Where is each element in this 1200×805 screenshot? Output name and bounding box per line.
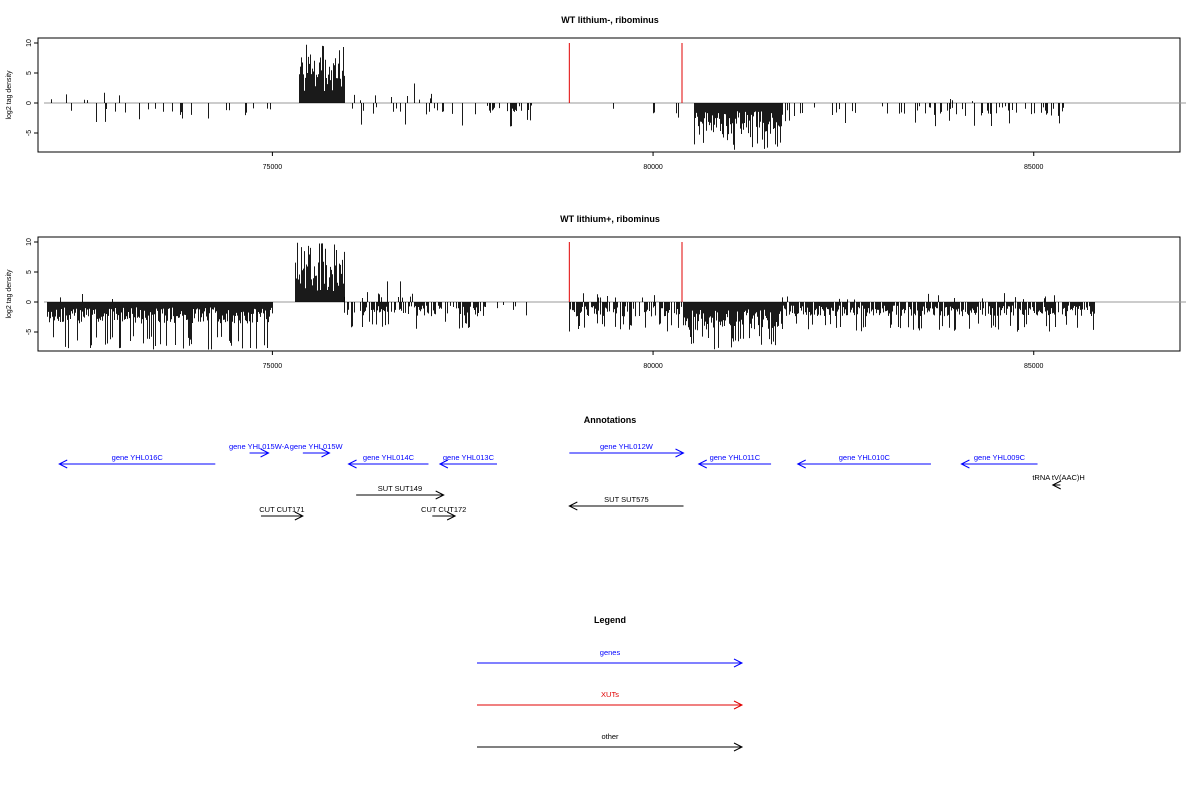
annotation-label: gene YHL010C (839, 453, 891, 462)
annotation-label: SUT SUT149 (378, 484, 422, 493)
legend-label: XUTs (601, 690, 619, 699)
panel-2-title: WT lithium+, ribominus (560, 214, 660, 224)
annotation-label: SUT SUT575 (604, 495, 648, 504)
y-tick-label: -5 (26, 329, 33, 335)
track-panel-2: WT lithium+, ribominus 10 5 0 -5 75000 80000 8… (6, 214, 1186, 370)
annotation-arrow (356, 490, 445, 500)
x-tick-label: 80000 (643, 363, 663, 370)
panel-2-ylabel: log2 tag density (6, 269, 13, 319)
x-tick-label: 80000 (643, 164, 663, 171)
y-tick-label: 0 (26, 101, 33, 105)
annotation-label: gene YHL016C (112, 453, 164, 462)
annotation-arrow (438, 459, 497, 469)
panel-2-axes: 10 5 0 -5 75000 80000 85000 (26, 238, 1044, 370)
annotation-arrow (960, 459, 1038, 469)
panel-1-frame (37, 37, 1181, 153)
annotations-title: Annotations (584, 415, 637, 425)
x-tick-label: 75000 (263, 363, 283, 370)
annotation-label: gene YHL011C (710, 453, 761, 462)
legend-label: genes (600, 648, 621, 657)
annotation-label: CUT CUT172 (421, 505, 466, 514)
annotation-arrows: gene YHL016C gene YHL015W-A gene YHL015W ge… (58, 442, 1085, 521)
legend-arrow (477, 700, 744, 710)
legend-title: Legend (594, 615, 626, 625)
annotation-arrow (249, 448, 270, 458)
annotation-label: gene YHL012W (600, 442, 654, 451)
annotation-arrow (58, 459, 216, 469)
panel-1-ylabel: log2 tag density (6, 70, 13, 120)
legend-label: other (601, 732, 619, 741)
annotation-arrow (569, 448, 685, 458)
y-tick-label: 5 (26, 270, 33, 274)
x-tick-label: 85000 (1024, 164, 1044, 171)
annotation-arrow (260, 511, 304, 521)
y-tick-label: -5 (26, 130, 33, 136)
y-tick-label: 0 (26, 300, 33, 304)
legend-arrow (477, 742, 744, 752)
panel-2-frame (37, 236, 1181, 352)
track-panel-1: WT lithium-, ribominus 10 5 0 -5 75000 80000 8… (6, 15, 1186, 171)
annotation-arrow (302, 448, 331, 458)
annotation-arrow (568, 501, 684, 511)
legend-items: genes XUTs other (477, 648, 744, 752)
x-tick-label: 75000 (263, 164, 283, 171)
annotation-label: gene YHL015W (290, 442, 344, 451)
y-tick-label: 5 (26, 71, 33, 75)
annotation-arrow (697, 459, 772, 469)
panel-1-title: WT lithium-, ribominus (561, 15, 659, 25)
annotation-label: tRNA tV(AAC)H (1032, 473, 1085, 482)
annotation-arrow (347, 459, 429, 469)
panel-1-axes: 10 5 0 -5 75000 80000 85000 (26, 39, 1044, 171)
annotation-label: CUT CUT171 (259, 505, 304, 514)
annotation-arrow (432, 511, 457, 521)
legend-panel: Legend genes XUTs other (477, 615, 744, 752)
annotation-arrow (796, 459, 931, 469)
y-tick-label: 10 (26, 238, 33, 246)
annotation-label: gene YHL015W-A (229, 442, 289, 451)
annotation-label: gene YHL013C (443, 453, 495, 462)
annotation-label: gene YHL014C (363, 453, 415, 462)
x-tick-label: 85000 (1024, 363, 1044, 370)
legend-arrow (477, 658, 744, 668)
annotation-label: gene YHL009C (974, 453, 1026, 462)
annotation-arrow (1051, 480, 1061, 490)
panel-1-marks (44, 43, 1186, 150)
panel-2-marks (44, 242, 1186, 350)
y-tick-label: 10 (26, 39, 33, 47)
